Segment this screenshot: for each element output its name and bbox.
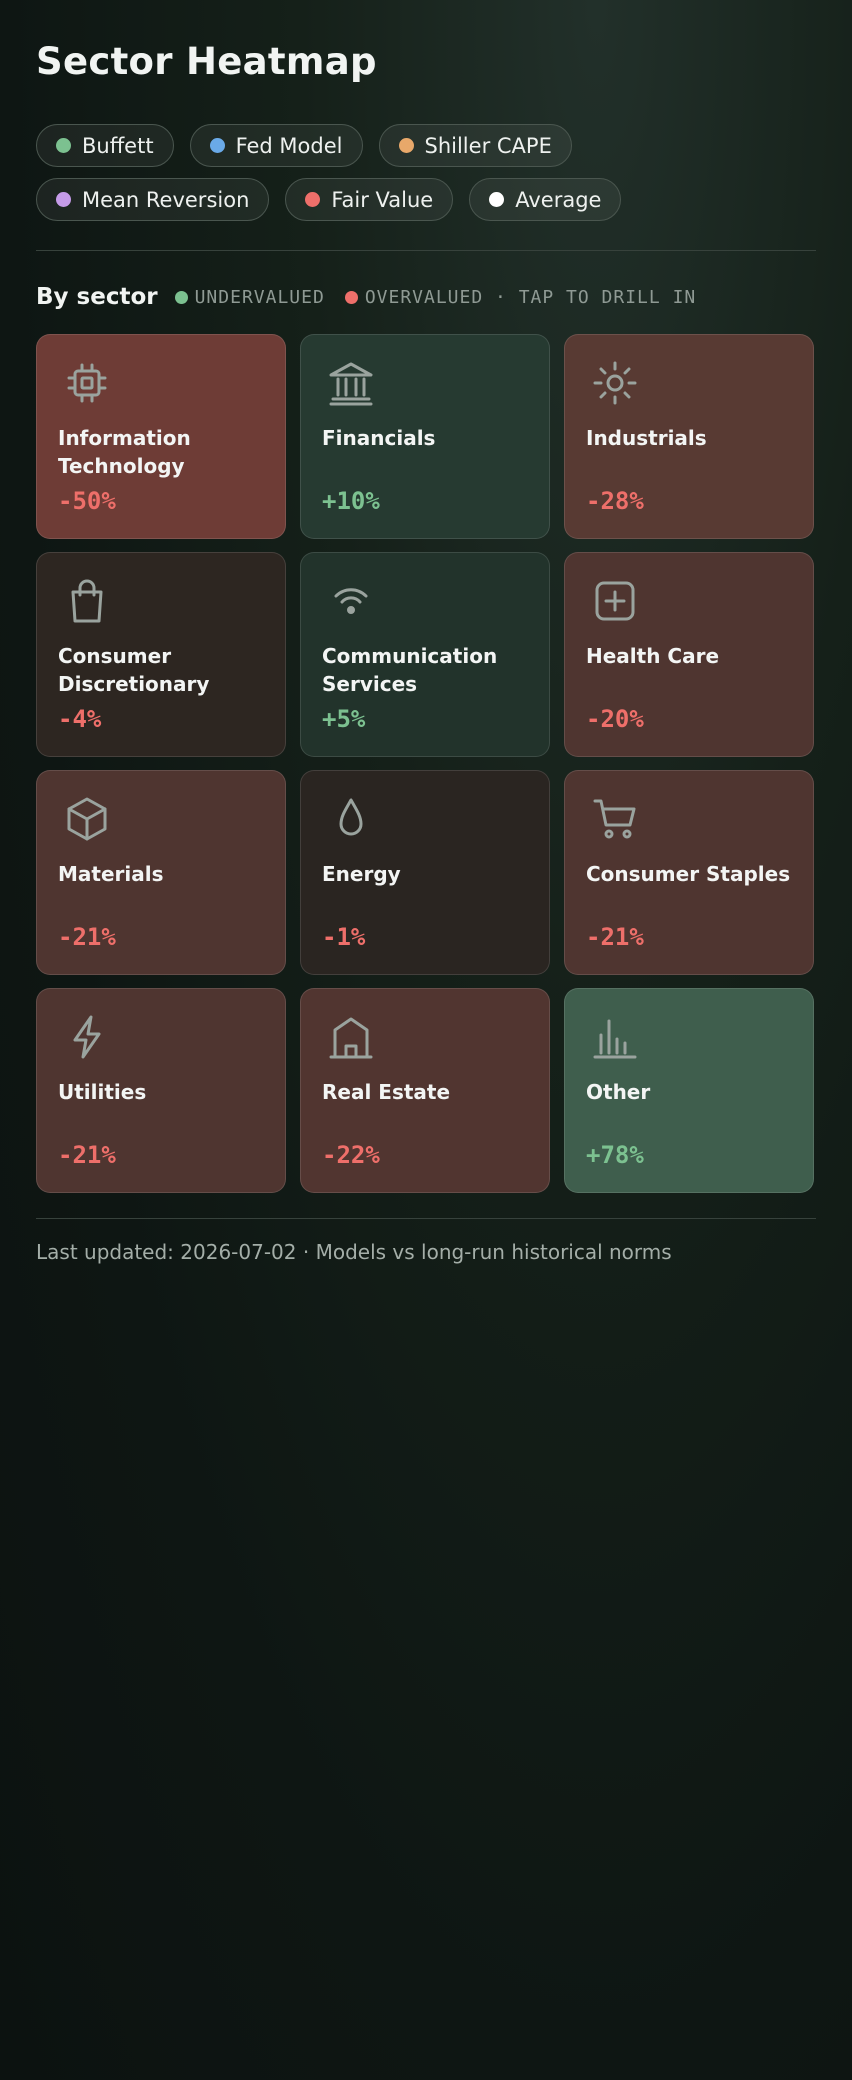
cube-icon bbox=[63, 795, 111, 843]
last-updated: Last updated: 2026-07-02 · Models vs lon… bbox=[36, 1240, 672, 1264]
sector-grid: Information Technology -50% Financials +… bbox=[36, 334, 816, 1193]
page-title: Sector Heatmap bbox=[36, 40, 377, 83]
sector-tile-utilities[interactable]: Utilities -21% bbox=[36, 988, 286, 1193]
house-icon bbox=[327, 1013, 375, 1061]
sector-tile-materials[interactable]: Materials -21% bbox=[36, 770, 286, 975]
sector-tile-consumer-discretionary[interactable]: Consumer Discretionary -4% bbox=[36, 552, 286, 757]
chip-dot bbox=[56, 138, 71, 153]
chip-label: Buffett bbox=[82, 133, 154, 158]
sector-name: Communication Services bbox=[322, 644, 498, 696]
bank-icon bbox=[327, 359, 375, 407]
chip-average[interactable]: Average bbox=[469, 178, 622, 221]
chip-dot bbox=[489, 192, 505, 207]
chip-dot bbox=[209, 138, 225, 153]
sector-tile-health-care[interactable]: Health Care -20% bbox=[564, 552, 814, 757]
chip-dot bbox=[56, 192, 71, 207]
sector-tile-other[interactable]: Other +78% bbox=[564, 988, 814, 1193]
sector-value: -21% bbox=[586, 923, 644, 951]
legend-label: UNDERVALUED bbox=[194, 286, 325, 308]
sector-name: Financials bbox=[322, 426, 436, 450]
sector-tile-energy[interactable]: Energy -1% bbox=[300, 770, 550, 975]
droplet-icon bbox=[327, 795, 375, 843]
chip-label: Average bbox=[515, 187, 602, 212]
shopping-bag-icon bbox=[63, 577, 111, 625]
chip-dot bbox=[305, 192, 321, 207]
sector-value: -4% bbox=[58, 705, 102, 733]
sector-value: +5% bbox=[322, 705, 366, 733]
chip-row: Mean Reversion Fair Value Average bbox=[36, 178, 816, 221]
sector-value: -21% bbox=[58, 923, 116, 951]
sector-name: Consumer Staples bbox=[586, 862, 791, 886]
sector-tile-communication-services[interactable]: Communication Services +5% bbox=[300, 552, 550, 757]
section-header: By sector UNDERVALUED OVERVALUED · TAP T… bbox=[36, 282, 716, 312]
model-chips: Buffett Fed Model Shiller CAPE Mean Reve… bbox=[36, 124, 816, 232]
sector-value: -1% bbox=[322, 923, 366, 951]
sector-name: Other bbox=[586, 1080, 651, 1104]
sector-value: -21% bbox=[58, 1141, 116, 1169]
chip-label: Shiller CAPE bbox=[424, 133, 552, 158]
sector-tile-industrials[interactable]: Industrials -28% bbox=[564, 334, 814, 539]
sector-name: Consumer Discretionary bbox=[58, 644, 210, 696]
wifi-icon bbox=[327, 577, 375, 625]
sector-tile-financials[interactable]: Financials +10% bbox=[300, 334, 550, 539]
sector-tile-consumer-staples[interactable]: Consumer Staples -21% bbox=[564, 770, 814, 975]
divider bbox=[36, 250, 816, 251]
chip-icon bbox=[63, 359, 111, 407]
sector-value: +78% bbox=[586, 1141, 644, 1169]
legend-label: OVERVALUED · TAP TO DRILL IN bbox=[364, 286, 697, 308]
sector-value: -50% bbox=[58, 487, 116, 515]
sector-name: Utilities bbox=[58, 1080, 147, 1104]
sector-tile-information-technology[interactable]: Information Technology -50% bbox=[36, 334, 286, 539]
chip-fair-value[interactable]: Fair Value bbox=[285, 178, 454, 221]
bar-chart-icon bbox=[591, 1013, 639, 1061]
legend-undervalued: UNDERVALUED bbox=[174, 286, 325, 308]
sun-icon bbox=[591, 359, 639, 407]
sector-value: -22% bbox=[322, 1141, 380, 1169]
chip-mean-reversion[interactable]: Mean Reversion bbox=[36, 178, 270, 221]
legend-dot-green bbox=[174, 290, 188, 304]
sector-value: -20% bbox=[586, 705, 644, 733]
divider bbox=[36, 1218, 816, 1219]
chip-buffett[interactable]: Buffett bbox=[36, 124, 174, 167]
chip-label: Fair Value bbox=[331, 187, 434, 212]
sector-name: Real Estate bbox=[322, 1080, 451, 1104]
sector-name: Health Care bbox=[586, 644, 720, 668]
legend-overvalued: OVERVALUED · TAP TO DRILL IN bbox=[344, 286, 697, 308]
sector-value: +10% bbox=[322, 487, 380, 515]
chip-label: Fed Model bbox=[235, 133, 343, 158]
sector-value: -28% bbox=[586, 487, 644, 515]
cart-icon bbox=[591, 795, 639, 843]
medical-plus-icon bbox=[591, 577, 639, 625]
sector-name: Industrials bbox=[586, 426, 707, 450]
chip-row: Buffett Fed Model Shiller CAPE bbox=[36, 124, 816, 167]
chip-dot bbox=[398, 138, 414, 153]
sector-name: Information Technology bbox=[58, 426, 191, 478]
section-title: By sector bbox=[36, 284, 158, 310]
sector-name: Materials bbox=[58, 862, 164, 886]
sector-tile-real-estate[interactable]: Real Estate -22% bbox=[300, 988, 550, 1193]
chip-fed-model[interactable]: Fed Model bbox=[189, 124, 363, 167]
legend-dot-red bbox=[344, 290, 358, 304]
lightning-icon bbox=[63, 1013, 111, 1061]
sector-name: Energy bbox=[322, 862, 401, 886]
chip-label: Mean Reversion bbox=[82, 187, 250, 212]
chip-shiller-cape[interactable]: Shiller CAPE bbox=[378, 124, 572, 167]
